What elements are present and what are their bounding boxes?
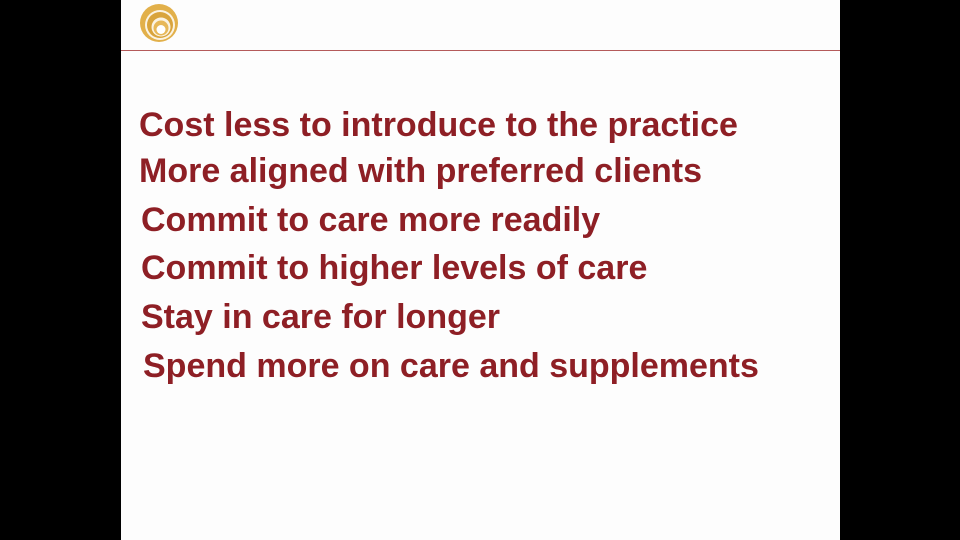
slide: Cost less to introduce to the practice M…: [121, 0, 840, 540]
bullet-line-6: Spend more on care and supplements: [143, 347, 759, 385]
bullet-line-5: Stay in care for longer: [141, 298, 500, 336]
bullet-line-3: Commit to care more readily: [141, 201, 601, 239]
header-divider: [121, 50, 840, 51]
concentric-rings-logo-icon: [140, 4, 178, 42]
bullet-line-2: More aligned with preferred clients: [139, 152, 703, 190]
bullet-line-4: Commit to higher levels of care: [141, 249, 648, 287]
bullet-line-1: Cost less to introduce to the practice: [139, 106, 738, 144]
